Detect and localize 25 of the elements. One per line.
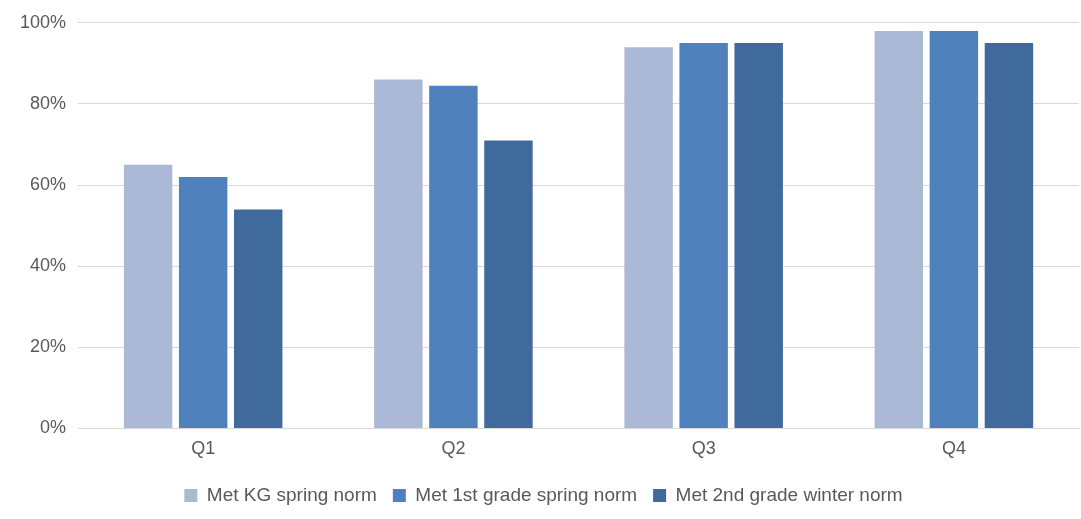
y-tick-label: 60% [30, 174, 67, 195]
y-tick-label: 100% [19, 11, 67, 32]
bar [178, 176, 228, 428]
legend-label: Met KG spring norm [206, 483, 377, 505]
bar [484, 140, 533, 428]
bar [984, 43, 1034, 428]
y-tick-label: 0% [40, 417, 67, 438]
bar [679, 43, 728, 428]
legend-label: Met 1st grade spring norm [415, 483, 638, 505]
bar [429, 85, 478, 428]
y-tick-label: 20% [30, 336, 67, 357]
x-tick-label: Q3 [691, 438, 716, 459]
bar [123, 164, 173, 428]
bar [734, 43, 783, 428]
bar [874, 30, 924, 428]
y-tick-label: 80% [30, 92, 67, 113]
legend-label: Met 2nd grade winter norm [675, 483, 903, 505]
x-tick-label: Q2 [441, 438, 466, 459]
bar [233, 209, 283, 428]
x-tick-label: Q1 [191, 438, 216, 459]
x-tick-label: Q4 [941, 438, 966, 459]
bar [374, 79, 423, 428]
bar [929, 30, 979, 428]
y-tick-label: 40% [30, 255, 67, 276]
bar [624, 47, 673, 428]
